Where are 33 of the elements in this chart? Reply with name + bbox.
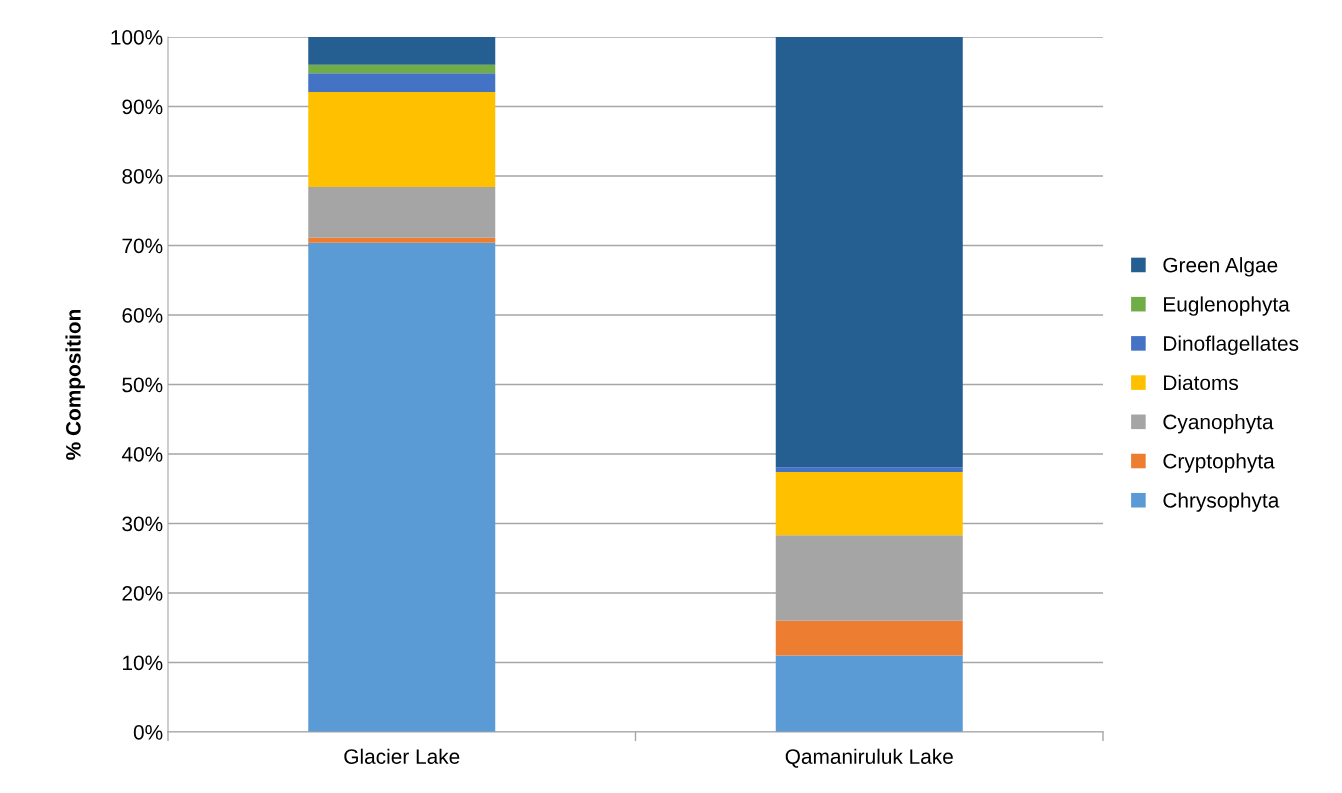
y-tick-label: 90% bbox=[122, 99, 163, 115]
y-tick-label: 30% bbox=[122, 516, 163, 532]
y-tick-label: 80% bbox=[122, 169, 163, 184]
bar bbox=[775, 472, 963, 536]
bar bbox=[308, 242, 496, 732]
legend-label: Green Algae bbox=[1163, 257, 1278, 277]
bar bbox=[775, 620, 963, 656]
bar bbox=[308, 73, 496, 92]
legend-label: Chrysophyta bbox=[1163, 492, 1280, 512]
y-tick-label: 70% bbox=[122, 238, 163, 254]
bar bbox=[308, 91, 496, 188]
y-tick-label: 60% bbox=[122, 308, 163, 323]
legend-label: Dinoflagellates bbox=[1164, 335, 1299, 355]
y-tick-label: 50% bbox=[122, 377, 163, 393]
bar bbox=[308, 37, 496, 65]
bar bbox=[308, 237, 496, 243]
bar bbox=[308, 187, 496, 238]
y-tick-label: 0% bbox=[133, 725, 163, 740]
bar bbox=[775, 37, 963, 468]
y-tick-label: 100% bbox=[111, 30, 163, 45]
y-tick-label: 10% bbox=[123, 655, 163, 671]
legend-label: Diatoms bbox=[1164, 374, 1238, 391]
legend-label: Cryptophyta bbox=[1163, 453, 1275, 473]
x-tick-label: Qamaniruluk Lake bbox=[785, 748, 953, 768]
legend-label: Cyanophyta bbox=[1163, 414, 1274, 434]
bar bbox=[308, 64, 496, 74]
y-axis-title: % Composition bbox=[65, 309, 85, 460]
x-tick-label: Glacier Lake bbox=[344, 748, 460, 764]
bar bbox=[775, 467, 963, 473]
y-tick-label: 40% bbox=[121, 447, 163, 462]
legend-label: Euglenophyta bbox=[1164, 296, 1290, 316]
bar bbox=[775, 655, 963, 732]
y-tick-label: 20% bbox=[122, 586, 163, 601]
